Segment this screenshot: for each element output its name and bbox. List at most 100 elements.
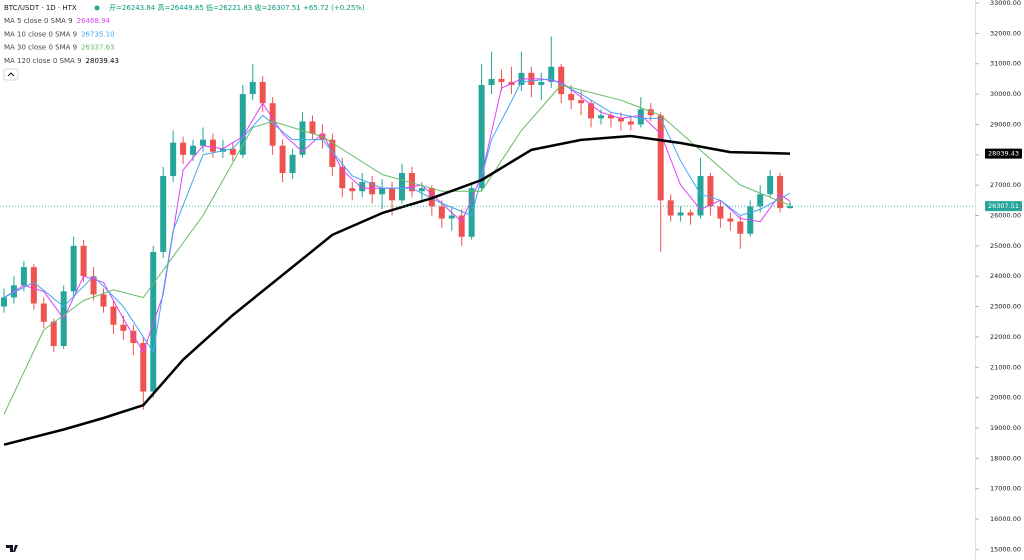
legend-label: MA 5 close 0 SMA 9 [4, 17, 73, 25]
candle-body [717, 206, 724, 219]
candle-body [448, 215, 455, 219]
candle-body [787, 206, 794, 209]
ma-line [3, 134, 791, 446]
collapse-button[interactable] [3, 68, 19, 81]
candle-body [637, 109, 644, 125]
candle-body [767, 176, 774, 195]
y-tick-label: 24000.00 [990, 272, 1021, 280]
tv-logo [6, 545, 18, 552]
price-box-label: 28039.43 [988, 150, 1019, 158]
y-tick-label: 18000.00 [990, 454, 1021, 462]
y-tick-label: 26000.00 [990, 212, 1021, 220]
y-tick-label: 17000.00 [990, 485, 1021, 493]
candle-body [707, 176, 714, 207]
candle-body [249, 81, 256, 95]
candle-body [269, 103, 276, 146]
y-tick-label: 22000.00 [990, 333, 1021, 341]
candle-body [180, 142, 187, 155]
candle-body [727, 218, 734, 222]
legend-value: 26468.94 [77, 17, 111, 25]
candle-body [468, 188, 475, 237]
candle-body [737, 221, 744, 234]
legend-value: 28039.43 [86, 57, 119, 65]
candle-body [598, 115, 604, 119]
candle-body [777, 176, 784, 209]
candle-body [259, 81, 266, 104]
candle-body [1, 297, 7, 307]
candle-body [160, 176, 167, 252]
y-tick-label: 29000.00 [990, 120, 1021, 128]
legend-value: 26337.63 [81, 44, 114, 52]
candle-body [289, 154, 296, 174]
candle-body [418, 188, 425, 192]
candle-body [389, 188, 396, 201]
candle-body [279, 145, 286, 174]
ma-line [3, 84, 791, 415]
y-tick-label: 15000.00 [990, 545, 1021, 553]
candle-body [329, 139, 336, 167]
y-tick-label: 16000.00 [990, 515, 1021, 523]
candle-body [30, 267, 37, 304]
candle-body [110, 306, 117, 325]
legend-label: MA 120 close 0 SMA 9 [4, 57, 82, 65]
ohlc: 开=26243.84 高=26449.85 低=26221.83 收=26307… [109, 3, 365, 12]
candle-body [478, 84, 485, 189]
plot [0, 36, 975, 446]
legend: BTC/USDT · 1D · HTX 开=26243.84 高=26449.8… [3, 3, 365, 81]
candle-body [359, 182, 366, 192]
candle-body [558, 66, 565, 95]
y-tick-label: 23000.00 [990, 303, 1021, 311]
candle-body [548, 66, 555, 82]
y-tick-label: 21000.00 [990, 363, 1021, 371]
candle-body [80, 245, 87, 277]
candle-body [209, 139, 216, 152]
candle-body [568, 94, 575, 101]
candle-body [438, 206, 445, 219]
candle-body [617, 118, 624, 122]
candle-body [239, 94, 246, 155]
candle-body [588, 103, 595, 119]
price-axis: 15000.00 16000.00 17000.00 18000.00 19000.00… [975, 0, 1022, 553]
y-tick-label: 27000.00 [990, 181, 1021, 189]
candle-body [309, 121, 316, 134]
candle-body [170, 142, 177, 177]
candle-body [70, 245, 77, 292]
candle-body [458, 215, 465, 237]
candle-body [538, 81, 545, 85]
candle-body [200, 139, 206, 146]
candle-body [627, 121, 634, 125]
candle-body [120, 324, 127, 331]
candle-body [399, 173, 405, 201]
candle-body [100, 294, 107, 307]
candle-body [757, 194, 764, 207]
candle-body [697, 176, 704, 216]
candle-body [657, 115, 664, 201]
candle-body [40, 303, 47, 322]
candle-body [578, 100, 585, 104]
candle-body [677, 212, 684, 216]
candle-body [647, 109, 654, 116]
y-tick-label: 32000.00 [990, 29, 1021, 37]
candle-body [140, 342, 147, 392]
candle-body [488, 78, 495, 85]
y-tick-label: 30000.00 [990, 90, 1021, 98]
candle-body [130, 330, 137, 343]
candle-body [299, 121, 306, 155]
price-box-label: 26307.51 [988, 202, 1019, 210]
candle-body [339, 166, 346, 189]
y-tick-label: 31000.00 [990, 60, 1021, 68]
status-dot [94, 5, 100, 11]
ma-line [3, 78, 791, 353]
candle-body [90, 276, 97, 295]
candle-body [349, 188, 356, 192]
legend-label: MA 10 close 0 SMA 9 [4, 30, 77, 38]
y-tick-label: 19000.00 [990, 424, 1021, 432]
candle-body [190, 145, 197, 155]
y-tick-label: 33000.00 [990, 0, 1021, 7]
symbol: BTC/USDT · 1D · HTX [4, 4, 77, 12]
candle-body [379, 188, 386, 195]
candle-body [687, 212, 694, 216]
y-tick-label: 25000.00 [990, 242, 1021, 250]
